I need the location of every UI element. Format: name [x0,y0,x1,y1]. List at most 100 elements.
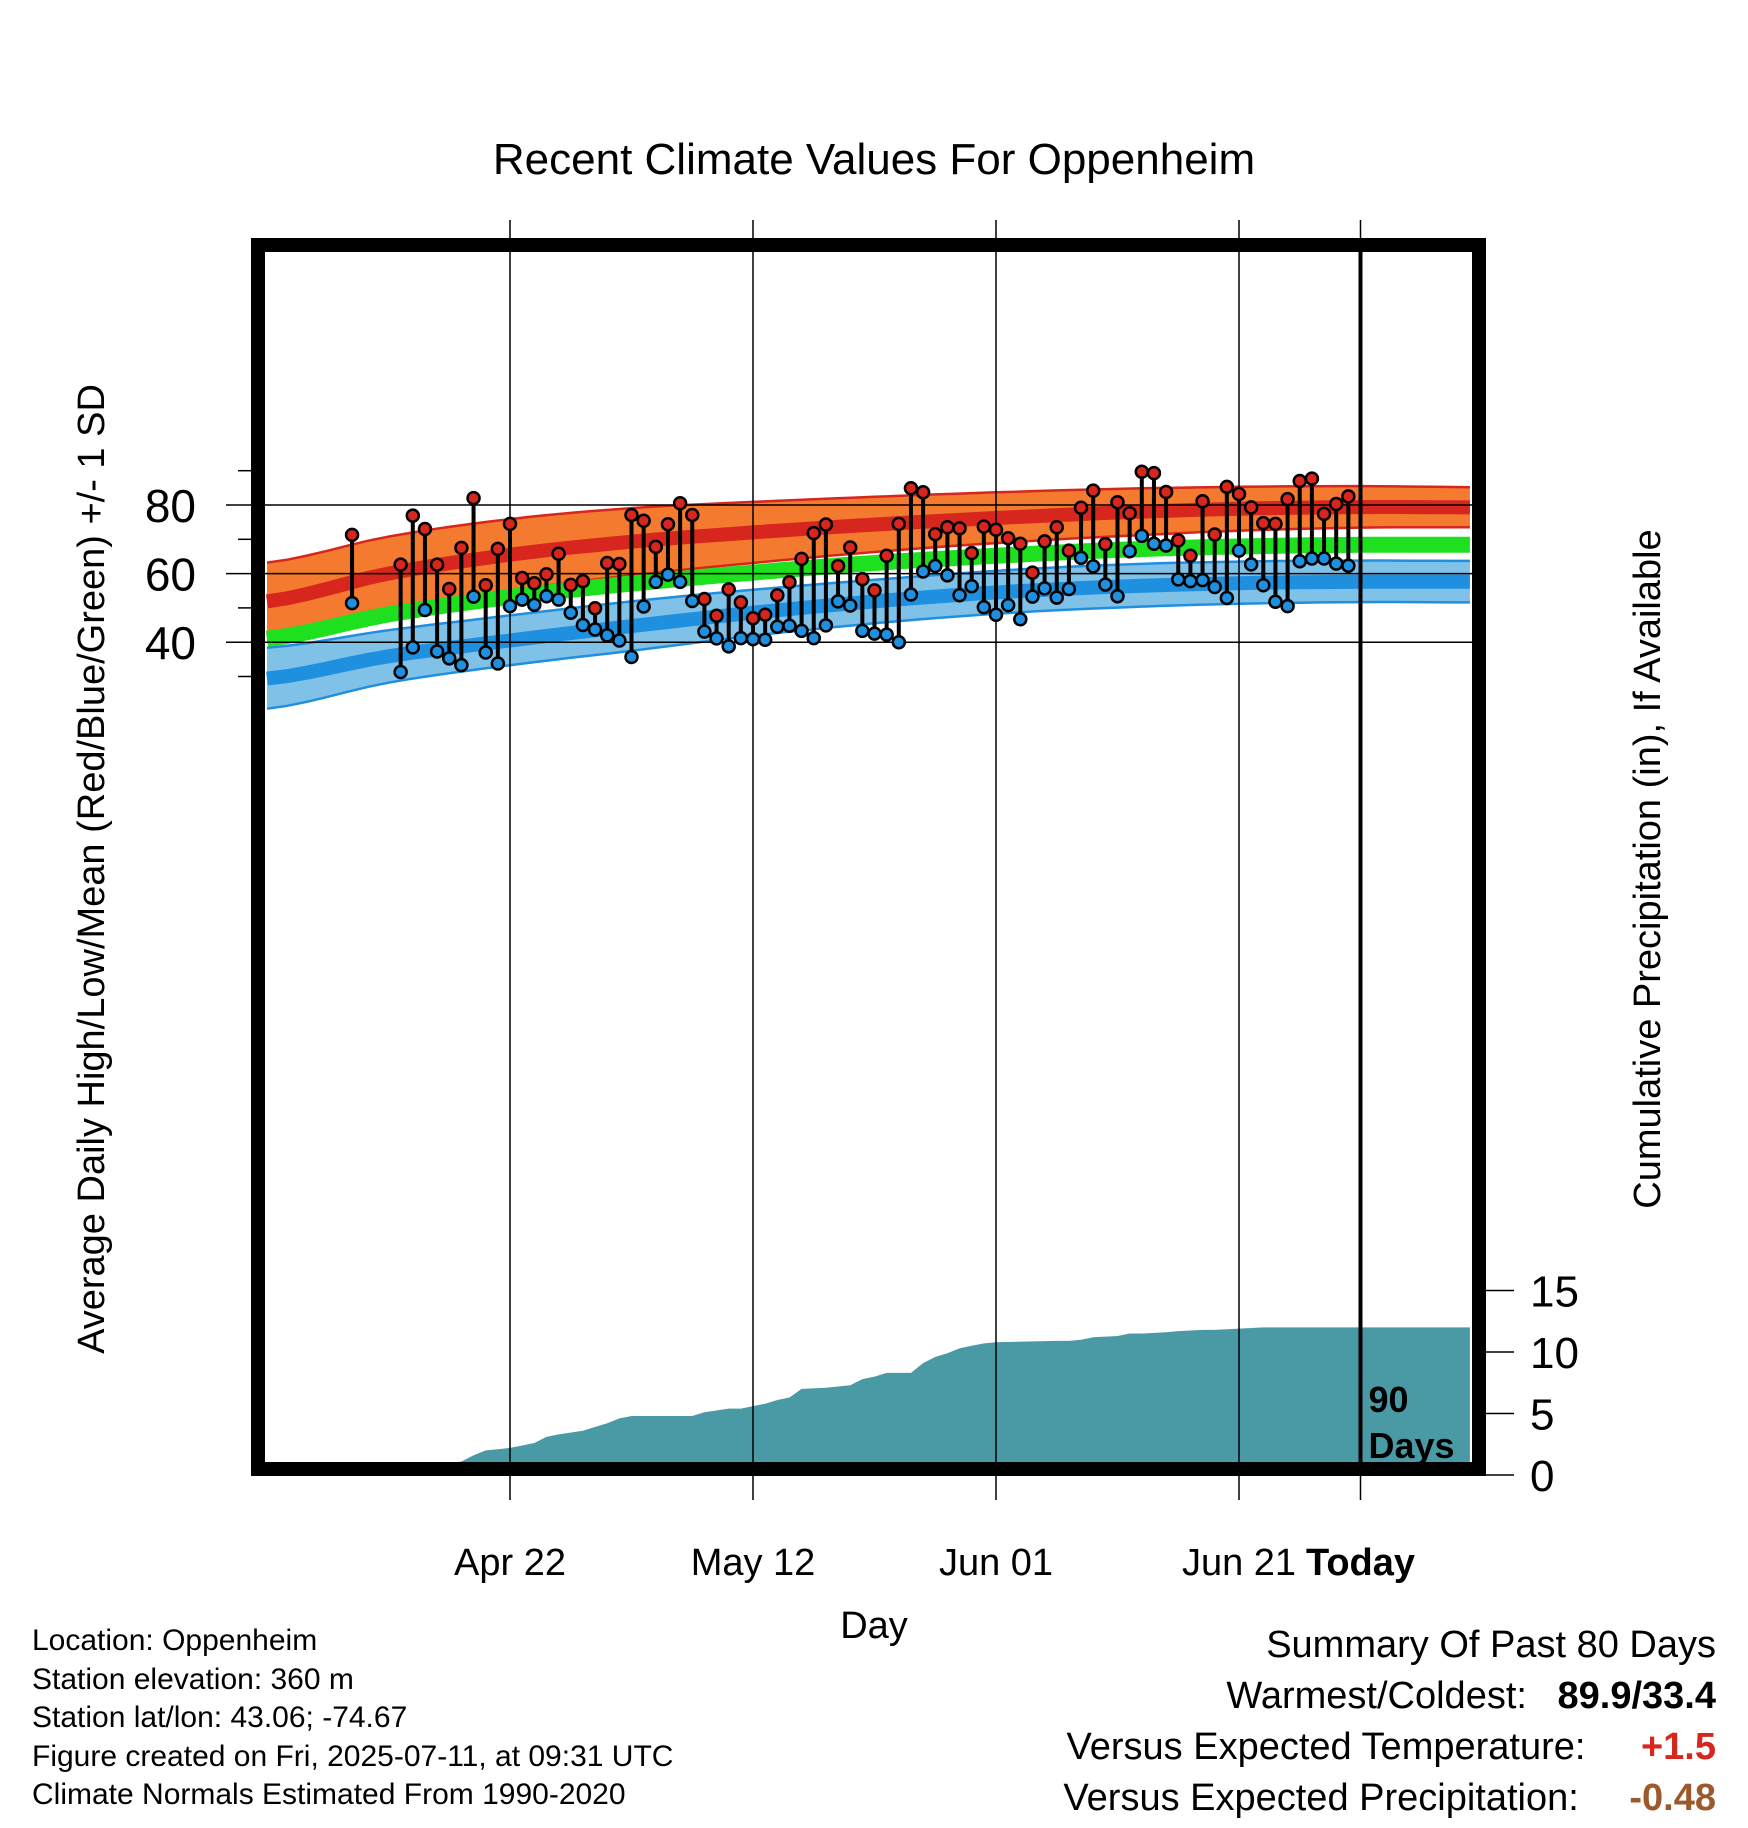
low-point [599,628,615,643]
low-point [697,624,712,639]
high-point [806,525,821,541]
high-point [1243,500,1259,515]
high-point [1280,491,1295,507]
high-point [855,571,870,587]
low-point [745,631,761,647]
low-point [757,632,773,648]
summary-panel: Summary Of Past 80 Days Warmest/Coldest:… [1063,1620,1716,1824]
high-point [1292,473,1307,489]
high-point [721,582,736,597]
high-point [514,570,530,586]
low-point [514,592,530,607]
low-point [879,627,894,642]
x-axis-label: Day [840,1605,908,1647]
low-point [636,599,651,614]
low-point [988,607,1004,623]
warmest-coldest-label: Warmest/Coldest: [1226,1675,1527,1717]
low-point [1304,551,1320,566]
today-marker-label: Days [1369,1425,1455,1466]
low-point [587,622,603,637]
created-text: Figure created on Fri, 2025-07-11, at 09… [32,1739,674,1773]
high-point [928,526,943,542]
high-point [770,587,785,603]
precip-anomaly-label: Versus Expected Precipitation: [1063,1777,1579,1819]
low-point [928,558,943,574]
high-point [1146,465,1162,481]
high-point [1231,486,1247,502]
y-tick-label: 80 [145,480,196,532]
high-point [1207,527,1222,542]
low-point [867,626,882,641]
high-point [1219,479,1235,495]
x-tick-label: May 12 [691,1542,816,1584]
high-point [1304,471,1320,486]
high-point [1171,533,1186,548]
low-point [806,630,821,646]
low-point [1134,528,1150,544]
low-point [770,619,785,635]
low-point [551,592,566,607]
high-point [988,522,1004,537]
low-point [782,618,797,633]
high-point [709,608,724,624]
normal-low-band [267,560,1470,709]
low-point [915,564,931,579]
normal-low-upper-edge [266,559,1470,649]
high-point [745,610,761,626]
high-point [1110,495,1125,510]
today-marker-label: 90 [1369,1379,1409,1420]
high-point [1025,565,1040,580]
high-point [867,583,882,598]
high-point [636,513,651,529]
temp-anomaly-value: +1.5 [1640,1726,1716,1768]
low-point [891,634,907,650]
low-point [733,630,749,646]
low-point [660,567,676,582]
plot-contents: 90 Days [258,245,1479,1469]
y2-tick-label: 5 [1530,1391,1554,1440]
low-point [405,640,421,655]
low-point [1013,611,1028,627]
high-point [940,520,955,535]
low-point [563,605,578,620]
high-point [429,557,445,572]
low-point [1256,578,1271,593]
temp-anomaly-label: Versus Expected Temperature: [1066,1726,1586,1768]
low-point [685,593,700,609]
high-point [757,607,773,623]
low-point [1061,581,1077,597]
low-point [818,618,834,633]
elevation-text: Station elevation: 360 m [32,1662,354,1696]
high-point [842,540,858,555]
low-point [855,623,870,639]
normal-high-mean-line [265,500,1470,609]
high-point [830,558,846,574]
low-point [417,602,433,618]
high-point [575,573,591,589]
low-point [1183,573,1198,589]
high-point [1268,516,1283,532]
low-point [624,649,639,665]
low-point [575,617,591,633]
low-point [794,623,809,639]
high-point [1049,520,1064,535]
high-point [417,521,433,537]
high-point [587,600,603,616]
low-point [1195,572,1210,588]
normal-high-band [267,486,1470,641]
low-point [1171,572,1186,587]
low-point [721,639,736,654]
warmest-coldest-value: 89.9/33.4 [1557,1675,1716,1717]
high-point [1158,484,1174,500]
high-point [1256,515,1271,531]
low-point [903,587,919,602]
high-point [660,516,676,532]
low-point [1268,594,1283,609]
low-point [830,594,846,609]
precipitation-area [386,1327,1470,1469]
high-point [952,521,967,536]
high-point [442,581,457,597]
high-point [1195,493,1210,509]
y-tick-label: 60 [145,549,196,601]
low-point [1146,536,1162,552]
